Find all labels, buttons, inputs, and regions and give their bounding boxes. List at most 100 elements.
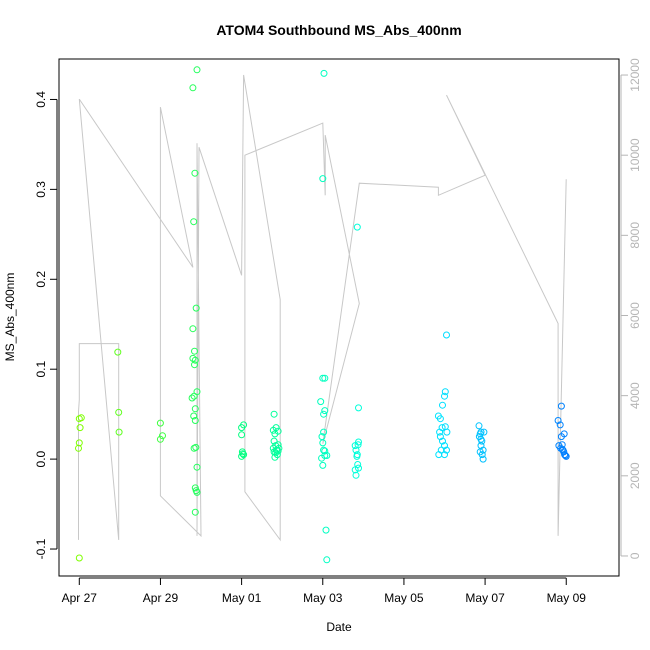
x-tick-label: May 09	[547, 591, 587, 605]
data-point	[321, 407, 329, 415]
y-tick-label: 0.2	[34, 271, 48, 288]
data-point	[562, 452, 570, 460]
data-point	[441, 442, 448, 450]
y-tick-label: 0.4	[34, 91, 48, 108]
x-tick-label: May 01	[222, 591, 262, 605]
y-tick-label: 0.1	[34, 361, 48, 378]
data-point	[443, 331, 450, 339]
data-point	[239, 450, 247, 458]
data-point	[192, 443, 200, 451]
data-point	[115, 408, 123, 416]
data-point	[270, 410, 278, 418]
data-point	[114, 348, 122, 356]
data-point	[191, 405, 199, 413]
data-point	[190, 392, 198, 400]
data-point	[192, 304, 200, 312]
data-point	[322, 526, 330, 534]
data-point	[353, 223, 361, 231]
data-point	[115, 428, 123, 436]
data-point	[319, 175, 327, 183]
y-tick-label: 0.0	[34, 450, 48, 467]
data-point	[75, 444, 82, 452]
y2-tick-label: 12000	[628, 58, 642, 92]
data-point	[436, 433, 444, 441]
data-point	[320, 69, 328, 77]
y-axis: -0.1 0.0 0.1 0.2 0.3 0.4	[34, 91, 58, 559]
data-point	[75, 439, 83, 447]
x-tick-label: May 03	[303, 591, 343, 605]
y2-axis: 0 2000 4000 6000 8000 10000 12000	[620, 58, 642, 559]
plot-frame	[58, 58, 620, 577]
data-point	[159, 432, 166, 440]
data-point	[353, 452, 361, 460]
data-point	[193, 66, 201, 74]
data-point	[190, 412, 198, 420]
data-point	[191, 361, 198, 369]
data-point	[479, 455, 487, 463]
data-point	[438, 424, 446, 432]
data-point	[272, 449, 280, 457]
y-axis-label: MS_Abs_400nm	[3, 273, 17, 362]
data-point	[557, 402, 565, 410]
data-point	[240, 451, 248, 459]
data-points	[75, 66, 570, 564]
data-point	[191, 417, 199, 424]
data-point	[443, 428, 451, 436]
y2-tick-label: 0	[628, 552, 642, 559]
data-point	[354, 441, 362, 449]
x-tick-label: Apr 27	[62, 591, 98, 605]
data-point	[554, 417, 562, 424]
data-point	[436, 415, 444, 423]
data-point	[156, 419, 164, 427]
data-point	[355, 404, 362, 412]
data-point	[189, 325, 197, 333]
data-point	[271, 430, 279, 438]
data-point	[355, 438, 362, 446]
data-point	[271, 453, 279, 461]
data-point	[480, 428, 488, 436]
data-point	[478, 451, 486, 459]
data-point	[269, 426, 277, 434]
data-point	[319, 461, 327, 469]
data-point	[323, 452, 331, 459]
data-point	[556, 421, 564, 429]
data-point	[321, 452, 329, 459]
data-point	[354, 461, 362, 468]
x-axis: Apr 27 Apr 29 May 01 May 03 May 05 May 07 May …	[62, 577, 587, 605]
data-point	[191, 508, 199, 516]
data-point	[320, 410, 328, 418]
gps-line-layer	[78, 74, 567, 542]
y2-tick-label: 6000	[628, 302, 642, 329]
data-point	[240, 421, 248, 429]
x-tick-label: May 05	[384, 591, 424, 605]
data-point	[323, 556, 331, 564]
data-point	[561, 451, 569, 459]
data-point	[441, 451, 448, 459]
data-point	[441, 392, 448, 400]
data-point	[561, 452, 569, 459]
x-axis-label: Date	[326, 620, 352, 634]
y2-tick-label: 8000	[628, 222, 642, 249]
data-point	[477, 435, 485, 443]
data-point	[238, 431, 246, 439]
y2-tick-label: 10000	[628, 138, 642, 172]
data-point	[77, 414, 85, 422]
gps-line	[78, 74, 567, 542]
x-tick-label: May 07	[465, 591, 505, 605]
data-point	[321, 447, 329, 455]
data-point	[270, 437, 278, 445]
data-point	[352, 471, 360, 479]
data-point	[320, 428, 328, 436]
data-point	[190, 218, 198, 226]
data-point	[76, 424, 84, 432]
data-point	[475, 422, 483, 430]
data-point	[441, 388, 449, 396]
data-point	[319, 439, 327, 447]
data-point	[317, 398, 325, 406]
data-point	[321, 374, 329, 382]
data-point	[191, 356, 199, 364]
y-tick-label: 0.3	[34, 181, 48, 198]
y2-tick-label: 4000	[628, 382, 642, 409]
x-tick-label: Apr 29	[143, 591, 179, 605]
